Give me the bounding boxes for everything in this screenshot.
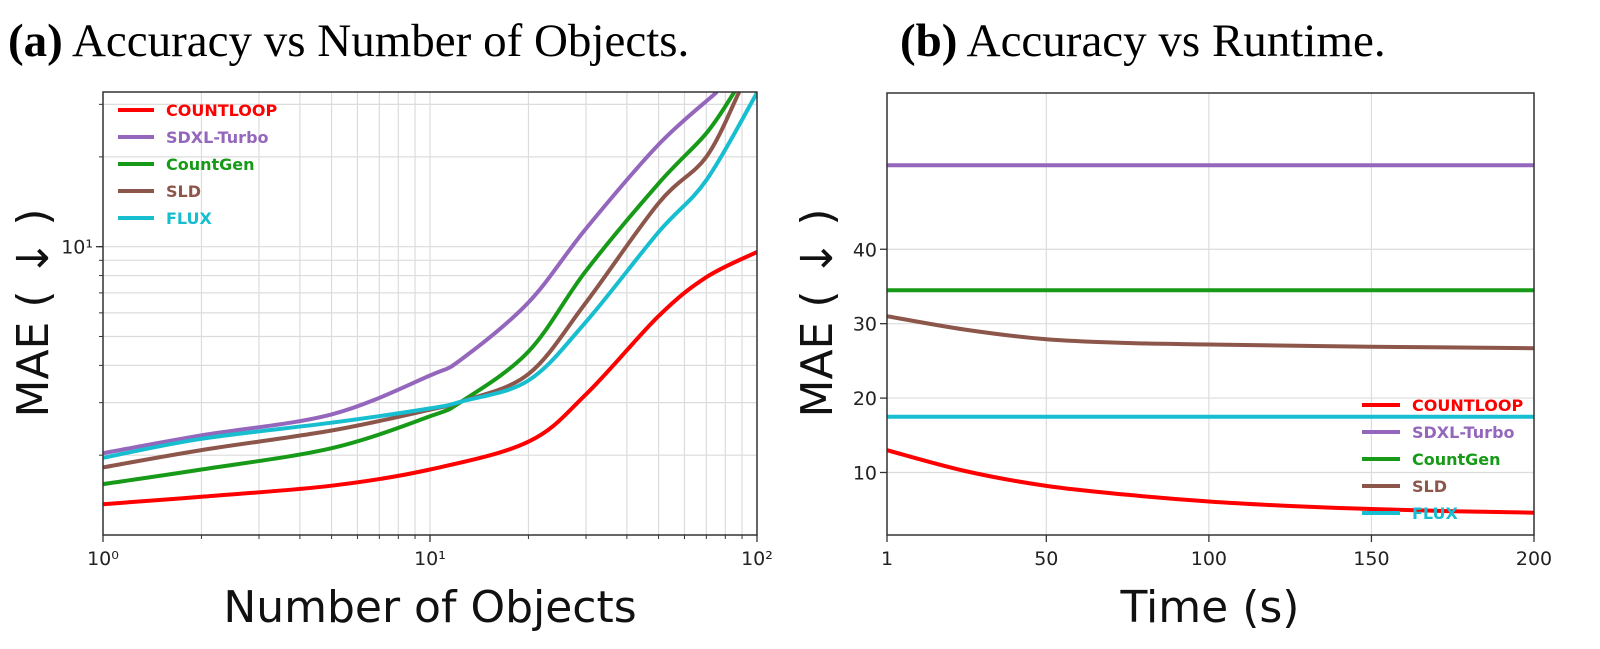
chart-a-ylabel: MAE ( ↓ ) — [8, 208, 59, 417]
legend-label: COUNTLOOP — [166, 101, 277, 120]
legend-label: CountGen — [1412, 450, 1501, 469]
x-tick-label: 1 — [881, 548, 893, 570]
legend-label: COUNTLOOP — [1412, 396, 1523, 415]
x-tick-label: 10¹ — [414, 548, 446, 570]
x-tick-label: 10² — [741, 548, 773, 570]
series-line-sdxl-turbo — [103, 92, 719, 456]
legend-label: FLUX — [1412, 504, 1459, 523]
chart-a-title: (a) Accuracy vs Number of Objects. — [8, 15, 689, 67]
y-tick-label: 20 — [853, 388, 877, 410]
series-line-sld — [103, 92, 741, 470]
series-line-countloop — [887, 448, 1534, 515]
y-tick-label: 30 — [853, 314, 877, 336]
series-line-flux — [103, 92, 757, 460]
legend-label: SLD — [166, 182, 201, 201]
legend-label: SDXL-Turbo — [1412, 423, 1515, 442]
legend-label: CountGen — [166, 155, 255, 174]
chart-a-xlabel: Number of Objects — [223, 582, 636, 633]
series-line-sld — [887, 314, 1534, 351]
x-tick-label: 10⁰ — [87, 548, 119, 570]
chart-b-ylabel: MAE ( ↓ ) — [792, 208, 843, 417]
chart-b-title: (b) Accuracy vs Runtime. — [900, 15, 1386, 67]
legend-label: SDXL-Turbo — [166, 128, 269, 147]
y-tick-label: 40 — [853, 239, 877, 261]
legend: COUNTLOOP SDXL-Turbo CountGen SLD FLUX — [118, 101, 277, 228]
x-tick-label: 200 — [1516, 548, 1552, 570]
y-tick-label: 10¹ — [61, 237, 93, 259]
plot-frame — [886, 92, 1535, 536]
series-line-countloop — [103, 250, 757, 507]
y-tick-label: 10 — [853, 462, 877, 484]
series-line-countgen — [103, 92, 736, 487]
x-tick-label: 50 — [1034, 548, 1058, 570]
legend-label: FLUX — [166, 209, 213, 228]
chart-b: 1 50 100 150 20010203040COUNTLOOPSDXL-TurboC… — [853, 92, 1552, 570]
legend: COUNTLOOP SDXL-Turbo CountGen SLD FLUX — [1362, 396, 1523, 523]
chart-b-xlabel: Time (s) — [1120, 582, 1300, 633]
legend-label: SLD — [1412, 477, 1447, 496]
x-tick-label: 150 — [1353, 548, 1389, 570]
x-tick-label: 100 — [1191, 548, 1227, 570]
chart-a: 10⁰ 10¹ 10² 10¹ COUNTLOOP SDXL-Turbo CountGen S… — [61, 91, 773, 570]
